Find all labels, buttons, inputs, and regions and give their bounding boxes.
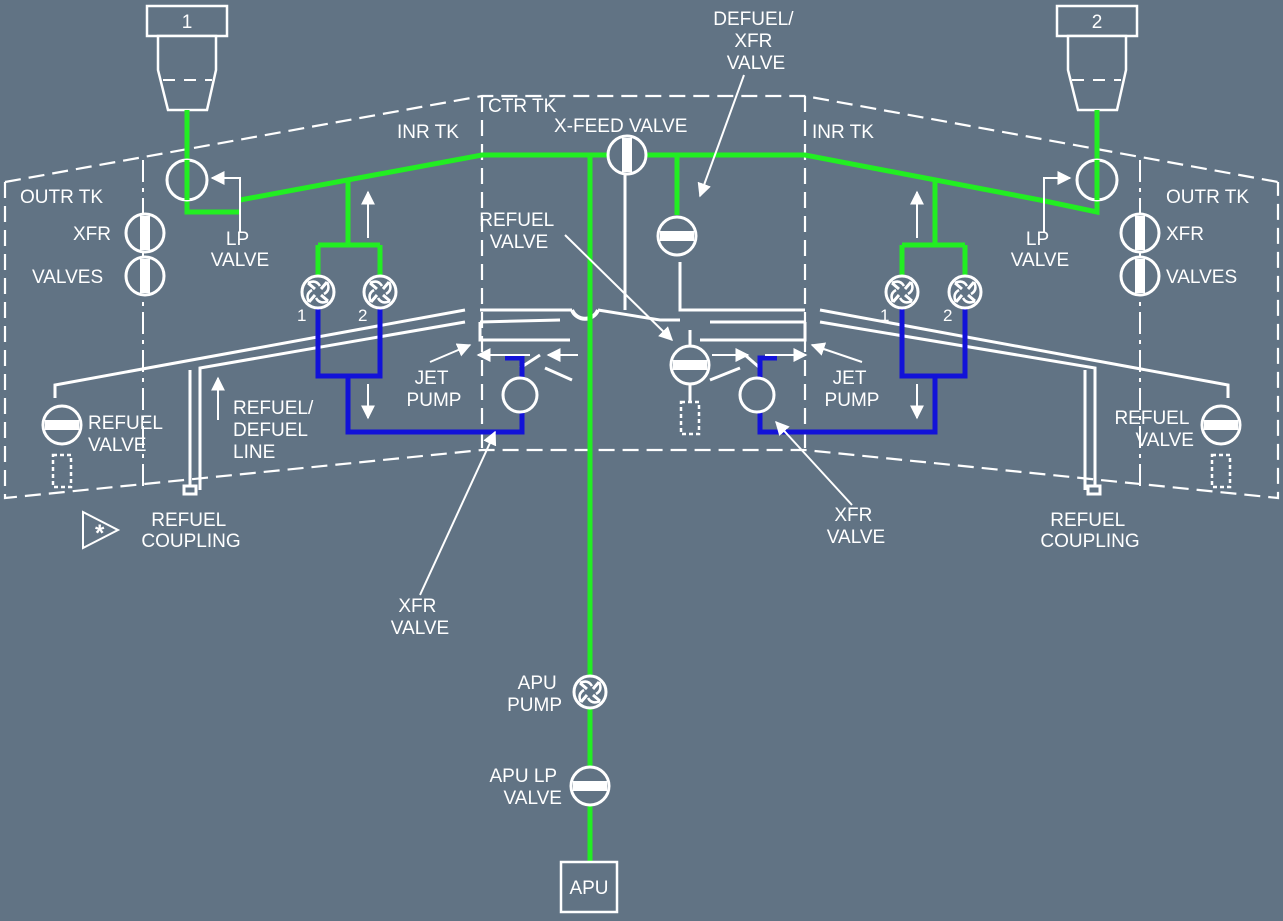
xfeed-valve-icon[interactable] bbox=[606, 134, 648, 176]
feed-lines bbox=[184, 110, 1100, 864]
engine-2: 2 bbox=[1055, 4, 1139, 112]
pump-right-2-number: 2 bbox=[943, 306, 952, 325]
refuel-valve-center-icon[interactable] bbox=[669, 344, 711, 436]
xfr-left-label: XFR bbox=[73, 224, 111, 245]
xfr-valve-right-upper-icon[interactable] bbox=[1119, 212, 1161, 254]
engine-1: 1 bbox=[145, 4, 229, 112]
tank-inner-right-label: INR TK bbox=[812, 122, 874, 143]
apu-lp-valve-icon[interactable] bbox=[569, 765, 611, 807]
lp-valve-left-label: LP VALVE bbox=[211, 229, 269, 271]
apu-unit: APU bbox=[559, 860, 619, 914]
valves-right-label: VALVES bbox=[1166, 267, 1237, 288]
refuel-valve-right-label: REFUEL VALVE bbox=[1114, 408, 1194, 451]
jet-pump-left-label: JET PUMP bbox=[407, 368, 462, 411]
tank-outer-right-label: OUTR TK bbox=[1166, 187, 1249, 208]
defuel-xfr-valve-icon[interactable] bbox=[656, 215, 698, 257]
refuel-valve-right-icon[interactable] bbox=[1200, 404, 1242, 489]
apu-pump-label: APU PUMP bbox=[507, 673, 562, 716]
tank-center-label: CTR TK bbox=[488, 96, 557, 117]
refuel-valve-left-icon[interactable] bbox=[41, 404, 83, 489]
apu-lp-valve-label: APU LP VALVE bbox=[489, 766, 562, 809]
tank-inner-left-label: INR TK bbox=[397, 122, 459, 143]
refuel-coupling-right-label: REFUEL COUPLING bbox=[1040, 510, 1139, 552]
refuel-defuel-line-label: REFUEL/ DEFUEL LINE bbox=[233, 398, 319, 463]
apu-pump-icon[interactable] bbox=[572, 674, 608, 710]
pump-left-2-number: 2 bbox=[358, 306, 367, 325]
refuel-coupling-left-label: REFUEL COUPLING bbox=[141, 510, 240, 552]
jet-pump-right-label: JET PUMP bbox=[825, 368, 880, 411]
transfer-lines bbox=[315, 306, 968, 435]
pump-left-2-icon[interactable] bbox=[362, 274, 398, 310]
xfr-valve-right-lower-icon[interactable] bbox=[1119, 255, 1161, 297]
flow-arrows bbox=[210, 74, 1072, 596]
tank-outer-left-label: OUTR TK bbox=[20, 187, 103, 208]
pump-right-1-icon[interactable] bbox=[884, 274, 920, 310]
xfr-valve-right-label: XFR VALVE bbox=[827, 505, 885, 548]
engine-1-label: 1 bbox=[182, 12, 193, 33]
svg-text:*: * bbox=[95, 520, 105, 547]
lp-valve-left-icon[interactable] bbox=[165, 158, 209, 202]
apu-label: APU bbox=[569, 878, 608, 899]
xfr-valve-left-lower-icon[interactable] bbox=[124, 255, 166, 297]
xfeed-valve-label: X-FEED VALVE bbox=[554, 116, 687, 137]
refuel-valve-center-label: REFUEL VALVE bbox=[479, 210, 559, 253]
xfr-right-label: XFR bbox=[1166, 224, 1204, 245]
xfr-valve-center-right-icon[interactable] bbox=[738, 376, 776, 414]
pump-right-1-number: 1 bbox=[880, 306, 889, 325]
pump-left-1-icon[interactable] bbox=[300, 274, 336, 310]
lp-valve-right-icon[interactable] bbox=[1075, 158, 1119, 202]
engine-2-label: 2 bbox=[1092, 12, 1103, 33]
xfr-valve-left-upper-icon[interactable] bbox=[124, 212, 166, 254]
pump-left-1-number: 1 bbox=[297, 306, 306, 325]
defuel-xfr-valve-label: DEFUEL/ XFR VALVE bbox=[713, 9, 799, 74]
xfr-valve-center-left-icon[interactable] bbox=[501, 376, 539, 414]
valves-left-label: VALVES bbox=[32, 267, 103, 288]
pump-right-2-icon[interactable] bbox=[947, 274, 983, 310]
asterisk-triangle-icon: * bbox=[82, 510, 121, 550]
refuel-valve-left-label: REFUEL VALVE bbox=[88, 413, 168, 456]
lp-valve-right-label: LP VALVE bbox=[1011, 229, 1069, 271]
xfr-valve-left-label: XFR VALVE bbox=[391, 596, 449, 639]
white-piping bbox=[53, 175, 1230, 496]
